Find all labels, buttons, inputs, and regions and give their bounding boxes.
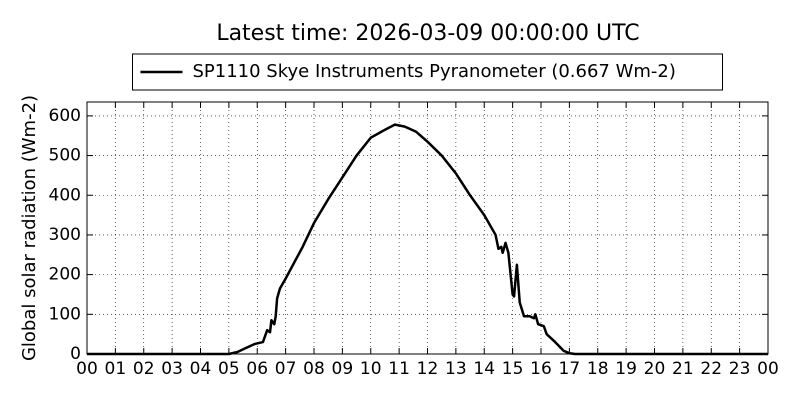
y-tick-label: 0 — [70, 344, 81, 364]
chart-title: Latest time: 2026-03-09 00:00:00 UTC — [216, 21, 639, 46]
x-tick-label: 14 — [473, 359, 495, 379]
x-tick-label: 00 — [76, 359, 98, 379]
data-line — [87, 123, 768, 356]
x-tick-label: 02 — [133, 359, 155, 379]
x-tick-label: 00 — [757, 359, 779, 379]
plot-frame — [86, 101, 769, 355]
x-tick-label: 15 — [502, 359, 524, 379]
y-tick-label: 200 — [49, 265, 81, 285]
legend-box — [132, 53, 723, 91]
x-tick-label: 09 — [332, 359, 354, 379]
x-tick-label: 19 — [615, 359, 637, 379]
x-tick-label: 16 — [530, 359, 552, 379]
x-tick-label: 05 — [218, 359, 240, 379]
y-tick-label: 500 — [49, 146, 81, 166]
x-tick-label: 07 — [275, 359, 297, 379]
y-tick-label: 100 — [49, 304, 81, 324]
x-tick-label: 08 — [303, 359, 325, 379]
x-tick-label: 20 — [644, 359, 666, 379]
x-tick-label: 22 — [700, 359, 722, 379]
x-tick-label: 06 — [246, 359, 268, 379]
y-tick-label: 400 — [49, 185, 81, 205]
x-tick-label: 03 — [161, 359, 183, 379]
x-tick-label: 17 — [559, 359, 581, 379]
y-tick-label: 600 — [49, 106, 81, 126]
x-tick-label: 04 — [190, 359, 212, 379]
x-tick-label: 11 — [388, 359, 410, 379]
x-tick-label: 12 — [417, 359, 439, 379]
legend-label: SP1110 Skye Instruments Pyranometer (0.6… — [193, 61, 676, 82]
x-tick-label: 23 — [729, 359, 751, 379]
x-tick-label: 21 — [672, 359, 694, 379]
x-tick-label: 01 — [105, 359, 127, 379]
y-axis-label: Global solar radiation (Wm-2) — [19, 95, 40, 361]
x-tick-label: 18 — [587, 359, 609, 379]
y-tick-label: 300 — [49, 225, 81, 245]
x-tick-label: 13 — [445, 359, 467, 379]
x-tick-label: 10 — [360, 359, 382, 379]
